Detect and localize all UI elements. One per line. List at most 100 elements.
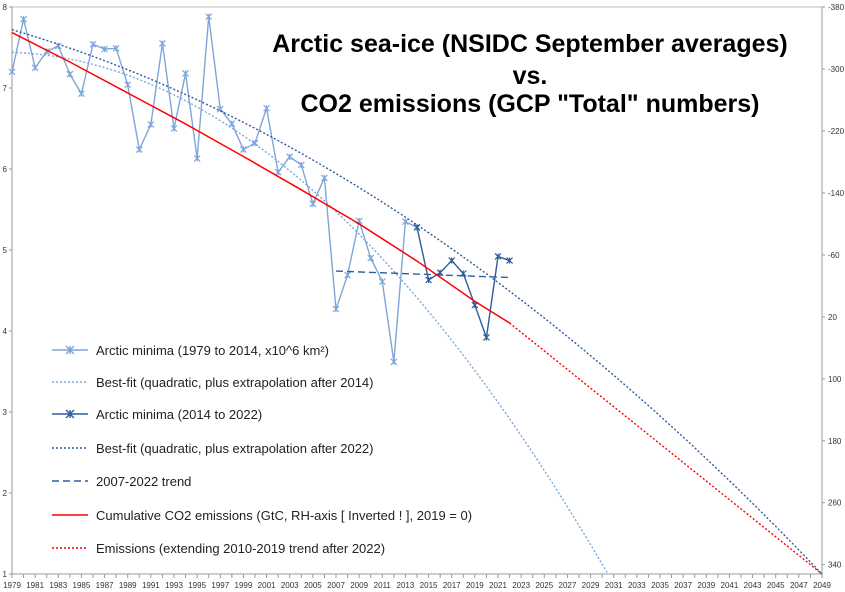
data-point-marker bbox=[193, 155, 201, 162]
legend-label-2: Best-fit (quadratic, plus extrapolation … bbox=[96, 375, 373, 390]
chart-title-line-3: CO2 emissions (GCP "Total" numbers) bbox=[301, 90, 760, 118]
x-tick-label: 2021 bbox=[489, 581, 507, 590]
right-tick-label: 340 bbox=[828, 561, 842, 570]
series-line-2 bbox=[11, 51, 609, 575]
x-tick-label: 1979 bbox=[3, 581, 21, 590]
left-tick-label: 5 bbox=[3, 246, 8, 255]
data-point-marker bbox=[66, 70, 74, 78]
x-tick-label: 2031 bbox=[605, 581, 623, 590]
x-tick-label: 2015 bbox=[420, 581, 438, 590]
legend-marker-icon bbox=[65, 409, 75, 419]
data-point-marker bbox=[367, 254, 375, 262]
data-point-marker bbox=[31, 64, 39, 72]
x-tick-label: 2037 bbox=[674, 581, 692, 590]
left-tick-label: 7 bbox=[3, 84, 8, 93]
legend-label-6: Cumulative CO2 emissions (GtC, RH-axis [… bbox=[96, 508, 472, 523]
left-tick-label: 8 bbox=[3, 3, 8, 12]
x-tick-label: 2025 bbox=[535, 581, 553, 590]
right-tick-label: -220 bbox=[828, 127, 845, 136]
x-tick-label: 2007 bbox=[327, 581, 345, 590]
x-tick-label: 2027 bbox=[559, 581, 577, 590]
right-tick-label: 100 bbox=[828, 375, 842, 384]
series-line-4 bbox=[11, 29, 823, 575]
x-tick-label: 2017 bbox=[443, 581, 461, 590]
x-tick-label: 2049 bbox=[813, 581, 831, 590]
data-point-marker bbox=[402, 218, 409, 226]
data-point-marker bbox=[344, 271, 351, 279]
x-tick-label: 2035 bbox=[651, 581, 669, 590]
legend-marker-icon bbox=[65, 345, 75, 355]
x-tick-label: 2019 bbox=[466, 581, 484, 590]
x-tick-label: 2033 bbox=[628, 581, 646, 590]
data-point-marker bbox=[20, 15, 27, 23]
legend-label-1: Arctic minima (1979 to 2014, x10^6 km²) bbox=[96, 343, 329, 358]
data-point-marker bbox=[263, 104, 270, 112]
data-point-marker bbox=[378, 278, 386, 286]
data-point-marker bbox=[448, 257, 456, 264]
data-point-marker bbox=[135, 146, 143, 153]
x-tick-label: 2041 bbox=[721, 581, 739, 590]
data-point-marker bbox=[78, 90, 85, 98]
left-tick-label: 6 bbox=[3, 165, 8, 174]
x-tick-label: 2013 bbox=[397, 581, 415, 590]
series-line-6 bbox=[11, 31, 510, 324]
x-tick-label: 1985 bbox=[73, 581, 91, 590]
data-point-marker bbox=[286, 153, 294, 161]
data-point-marker bbox=[425, 276, 432, 284]
left-tick-label: 1 bbox=[3, 570, 8, 579]
data-point-marker bbox=[182, 69, 189, 77]
legend-label-3: Arctic minima (2014 to 2022) bbox=[96, 407, 262, 422]
right-tick-label: 20 bbox=[828, 313, 837, 322]
x-tick-label: 2047 bbox=[790, 581, 808, 590]
x-tick-label: 2011 bbox=[374, 581, 392, 590]
x-tick-label: 2009 bbox=[350, 581, 368, 590]
data-point-marker bbox=[89, 40, 97, 48]
left-tick-label: 3 bbox=[3, 408, 8, 417]
data-point-marker bbox=[483, 334, 490, 341]
data-point-marker bbox=[205, 13, 213, 21]
x-tick-label: 2045 bbox=[767, 581, 785, 590]
x-tick-label: 1981 bbox=[26, 581, 44, 590]
x-tick-label: 2039 bbox=[697, 581, 715, 590]
x-tick-label: 1997 bbox=[211, 581, 229, 590]
x-tick-label: 1983 bbox=[49, 581, 67, 590]
x-tick-label: 1989 bbox=[119, 581, 137, 590]
right-tick-label: -300 bbox=[828, 65, 845, 74]
x-tick-label: 1995 bbox=[188, 581, 206, 590]
data-point-marker bbox=[147, 121, 155, 128]
data-point-marker bbox=[159, 40, 166, 47]
right-tick-label: 180 bbox=[828, 437, 842, 446]
x-tick-label: 2043 bbox=[744, 581, 762, 590]
left-tick-label: 2 bbox=[3, 489, 8, 498]
right-tick-label: 260 bbox=[828, 499, 842, 508]
data-point-marker bbox=[101, 45, 108, 53]
data-point-marker bbox=[332, 305, 340, 313]
legend-label-7: Emissions (extending 2010-2019 trend aft… bbox=[96, 541, 385, 556]
series-line-1 bbox=[11, 16, 418, 362]
x-tick-label: 2029 bbox=[582, 581, 600, 590]
x-tick-label: 2005 bbox=[304, 581, 322, 590]
data-point-marker bbox=[321, 174, 328, 182]
series-line-7 bbox=[509, 322, 823, 575]
data-point-marker bbox=[240, 146, 247, 153]
data-point-marker bbox=[506, 257, 513, 264]
data-point-marker bbox=[309, 200, 317, 208]
data-point-marker bbox=[297, 161, 305, 169]
x-tick-label: 1993 bbox=[165, 581, 183, 590]
x-tick-label: 1999 bbox=[235, 581, 253, 590]
x-tick-label: 2003 bbox=[281, 581, 299, 590]
x-tick-label: 2023 bbox=[512, 581, 530, 590]
data-point-marker bbox=[8, 68, 16, 76]
legend-label-5: 2007-2022 trend bbox=[96, 474, 191, 489]
data-point-marker bbox=[390, 358, 398, 366]
right-tick-label: -60 bbox=[828, 251, 840, 260]
data-point-marker bbox=[228, 120, 236, 128]
data-point-marker bbox=[170, 125, 178, 132]
x-tick-label: 1987 bbox=[96, 581, 114, 590]
right-tick-label: -380 bbox=[828, 3, 845, 12]
data-point-marker bbox=[112, 44, 120, 52]
data-point-marker bbox=[124, 81, 132, 89]
data-point-marker bbox=[274, 168, 282, 176]
chart-title-line-2: vs. bbox=[513, 62, 548, 90]
